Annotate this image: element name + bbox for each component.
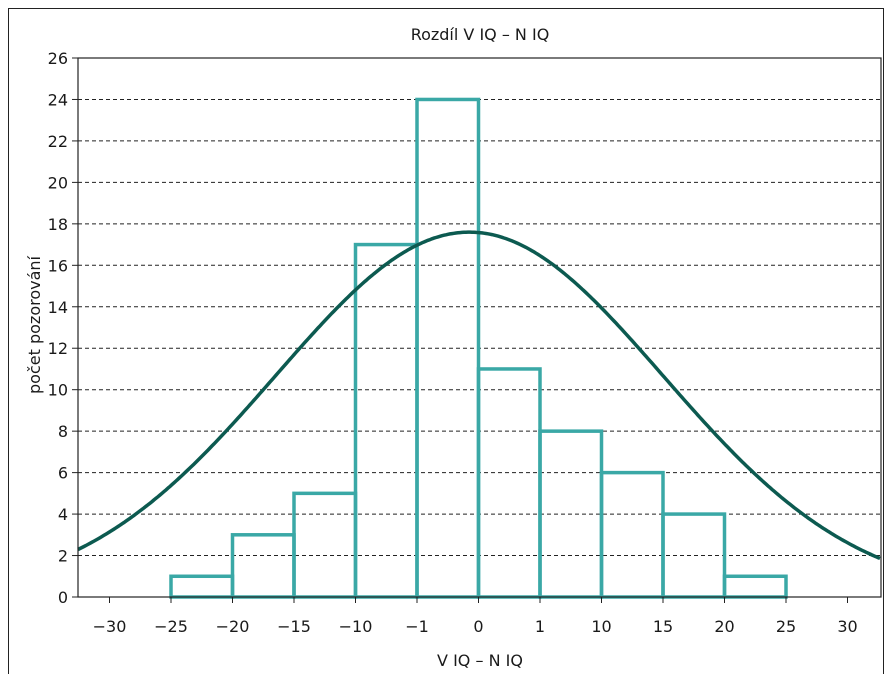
x-tick-label: 15 [653, 617, 673, 636]
y-tick-label: 4 [58, 505, 68, 524]
y-tick-label: 2 [58, 547, 68, 566]
y-tick-label: 18 [48, 215, 68, 234]
chart-title: Rozdíl V IQ – N IQ [411, 25, 550, 44]
x-tick-label: 10 [591, 617, 611, 636]
histogram-bar [353, 242, 419, 599]
histogram-bar [415, 97, 481, 599]
y-axis-label: počet pozorování [25, 255, 44, 394]
x-tick-label: 20 [714, 617, 734, 636]
y-tick-label: 26 [48, 49, 68, 68]
histogram-bar [722, 574, 788, 599]
plot-area-border [77, 57, 882, 598]
x-tick-label: −20 [216, 617, 250, 636]
x-tick-label: 30 [837, 617, 857, 636]
y-tick-label: 16 [48, 256, 68, 275]
y-tick-label: 14 [48, 298, 68, 317]
histogram-bar [292, 491, 358, 599]
y-tick-label: 8 [58, 422, 68, 441]
histogram-bar [599, 470, 665, 599]
y-tick-label: 12 [48, 339, 68, 358]
y-tick-label: 6 [58, 464, 68, 483]
x-tick-label: −30 [93, 617, 127, 636]
x-tick-label: −10 [339, 617, 373, 636]
x-axis-label: V IQ – N IQ [437, 651, 523, 670]
chart-frame [8, 8, 884, 674]
y-tick-label: 10 [48, 381, 68, 400]
y-tick-label: 24 [48, 90, 68, 109]
x-tick-label: 1 [535, 617, 545, 636]
x-tick-label: −1 [405, 617, 429, 636]
y-tick-label: 20 [48, 173, 68, 192]
axes [72, 57, 882, 603]
histogram-bar [169, 574, 235, 599]
x-tick-label: 0 [473, 617, 483, 636]
x-tick-label: −15 [277, 617, 311, 636]
y-tick-label: 0 [58, 588, 68, 607]
histogram-bar [230, 533, 296, 599]
histogram-bar [476, 367, 542, 599]
normal-curve [77, 230, 881, 561]
x-tick-labels: −30 −25 −20 −15 −10 −1 0 1 10 15 20 25 30 [93, 617, 858, 636]
x-tick-label: −25 [154, 617, 188, 636]
y-tick-label: 22 [48, 132, 68, 151]
x-tick-label: 25 [776, 617, 796, 636]
